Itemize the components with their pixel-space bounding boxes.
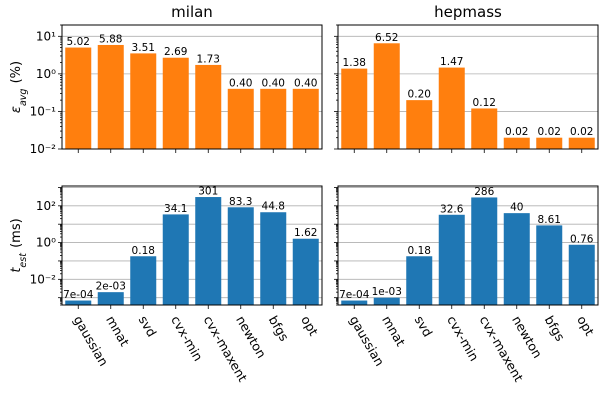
bar-gaussian [341,68,368,149]
data-label: 301 [198,186,218,198]
bar-cvx-min [438,214,465,305]
bar-opt [292,88,319,149]
bar-bfgs [260,212,287,305]
data-label: 0.40 [229,77,252,89]
bar-mnat [373,297,400,305]
bar-cvx-maxent [471,108,498,149]
data-label: 0.02 [505,126,528,138]
data-label: 2.69 [164,46,187,58]
axes-frame [61,24,323,150]
bar-newton [503,213,530,305]
y-tick-label: 10⁻² [30,142,57,156]
data-label: 1.62 [294,227,317,239]
bar-newton [227,88,254,149]
x-category-label: opt [298,313,321,338]
bar-bfgs [536,137,563,149]
data-label: 286 [474,186,494,198]
data-label: 0.40 [262,77,285,89]
data-label: 0.76 [570,233,594,245]
axes-frame [337,24,599,150]
y-axis-label-top: εavg (%) [9,61,29,113]
bar-newton [227,207,254,305]
y-tick-label: 10⁻¹ [30,104,57,118]
x-category-label: bfgs [266,313,292,344]
data-label: 0.02 [570,126,593,138]
bar-mnat [373,43,400,150]
x-category-label: bfgs [542,313,568,344]
bar-cvx-min [162,214,189,305]
data-label: 44.8 [262,201,285,213]
bar-svd [406,256,433,305]
y-tick-label: 10⁰ [36,67,56,81]
x-category-label: opt [574,313,597,338]
data-label: 1e-03 [372,286,402,298]
bar-gaussian [65,300,92,305]
data-label: 1.47 [440,56,463,68]
data-label: 0.18 [132,245,155,257]
data-label: 0.18 [408,245,431,257]
data-label: 1.73 [197,53,220,65]
bar-opt [292,238,319,305]
y-tick-label: 10⁰ [36,236,56,250]
x-category-label: newton [233,313,269,361]
data-label: 5.02 [67,36,90,48]
y-tick-label: 10² [36,199,56,213]
data-label: 0.40 [294,77,317,89]
x-category-label: svd [136,313,160,339]
subplot-title: hepmass [434,3,502,21]
bar-newton [503,137,530,149]
data-label: 7e-04 [339,289,370,301]
subplot-1: 5.02 5.88 3.51 2.69 1.73 0.40 0.40 0.40 10¹ 10⁰ 10… [30,3,323,156]
data-label: 2e-03 [96,281,126,293]
data-label: 3.51 [132,42,155,54]
data-label: 32.6 [440,203,464,215]
bar-gaussian [65,47,92,149]
subplot-4: 7e-04 1e-030.1832.6286408.610.76gaussianm… [334,185,599,384]
bar-mnat [97,292,124,305]
bar-cvx-maxent [195,197,222,305]
bar-svd [406,100,433,149]
data-label: 40 [510,202,523,214]
data-label: 83.3 [229,196,252,208]
x-category-label: newton [509,313,545,361]
x-category-label: cvx-min [168,313,206,364]
bar-cvx-maxent [195,64,222,149]
bar-svd [130,53,157,149]
x-category-label: mnat [379,313,408,349]
data-label: 5.88 [99,33,122,45]
bar-mnat [97,44,124,149]
x-category-label: cvx-min [444,313,482,364]
data-label: 0.02 [538,126,561,138]
x-category-label: mnat [103,313,132,349]
data-label: 6.52 [375,32,398,44]
bar-cvx-min [438,67,465,149]
x-category-label: svd [412,313,436,339]
data-label: 0.20 [408,89,431,101]
data-label: 8.61 [538,214,561,226]
bar-opt [568,137,595,149]
bar-bfgs [536,225,563,305]
bar-gaussian [341,300,368,305]
subplot-2: 1.38 6.52 0.20 1.47 0.12 0.02 0.02 0.02 hepmass [334,3,599,153]
bar-opt [568,244,595,305]
data-label: 7e-04 [63,289,94,301]
data-label: 1.38 [343,57,366,69]
bar-bfgs [260,88,287,149]
y-tick-label: 10¹ [36,29,56,43]
y-tick-label: 10⁻² [30,272,57,286]
data-label: 0.12 [473,97,496,109]
subplot-title: milan [171,3,213,21]
bar-cvx-min [162,57,189,149]
y-axis-label-bottom: test (ms) [9,218,29,272]
bar-svd [130,256,157,305]
data-label: 34.1 [164,203,187,215]
bar-cvx-maxent [471,197,498,305]
